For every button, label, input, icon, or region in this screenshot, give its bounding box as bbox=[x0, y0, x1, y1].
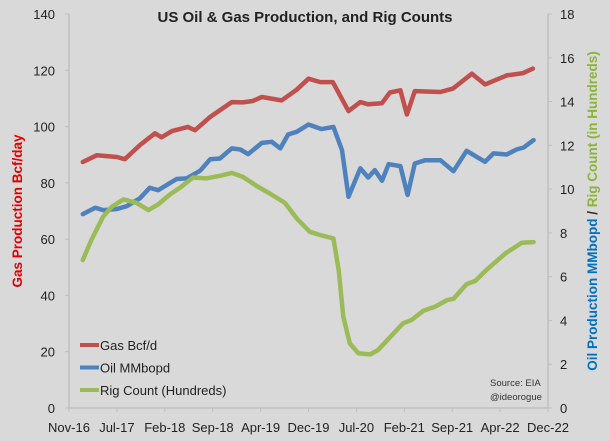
right-tick-label: 8 bbox=[560, 226, 567, 241]
right-tick-label: 10 bbox=[560, 182, 574, 197]
axes: 0 20 40 60 80 100 120 140 0 2 4 6 8 10 12 14 16 18 Nov-16 J… bbox=[33, 7, 574, 435]
left-tick-label: 60 bbox=[41, 232, 55, 247]
x-tick-label: Feb-21 bbox=[384, 420, 425, 435]
x-tick-label: Apr-19 bbox=[241, 420, 280, 435]
series-lines bbox=[80, 66, 536, 357]
right-tick-label: 6 bbox=[560, 270, 567, 285]
left-tick-label: 140 bbox=[33, 7, 55, 22]
x-tick-label: Sep-21 bbox=[431, 420, 473, 435]
author-annotation: @ideorogue bbox=[490, 392, 542, 403]
series-line-gas-bcf-d bbox=[80, 66, 536, 165]
x-tick-label: Dec-19 bbox=[288, 420, 330, 435]
right-tick-label: 4 bbox=[560, 313, 567, 328]
left-axis-label: Gas Production Bcf/day bbox=[10, 134, 25, 288]
right-tick-label: 16 bbox=[560, 51, 574, 66]
left-tick-label: 80 bbox=[41, 176, 55, 191]
legend: Gas Bcf/d Oil MMbopd Rig Count (Hundreds) bbox=[80, 338, 226, 398]
legend-label: Gas Bcf/d bbox=[100, 338, 157, 353]
series-line-rig-count-hundreds bbox=[80, 170, 536, 357]
x-tick-label: Jul-17 bbox=[99, 420, 134, 435]
legend-label: Rig Count (Hundreds) bbox=[100, 383, 226, 398]
source-annotation: Source: EIA bbox=[490, 378, 541, 389]
x-tick-label: Jul-20 bbox=[339, 420, 374, 435]
right-tick-label: 14 bbox=[560, 95, 574, 110]
right-tick-label: 18 bbox=[560, 7, 574, 22]
chart-title: US Oil & Gas Production, and Rig Counts bbox=[157, 9, 452, 26]
left-tick-label: 100 bbox=[33, 120, 55, 135]
x-tick-label: Nov-16 bbox=[48, 420, 90, 435]
right-tick-label: 0 bbox=[560, 401, 567, 416]
right-axis-label: Oil Production MMbopd / Rig Count (in Hu… bbox=[585, 51, 600, 370]
left-tick-label: 120 bbox=[33, 63, 55, 78]
right-tick-label: 2 bbox=[560, 357, 567, 372]
right-axis-label-rig: Rig Count (in Hundreds) bbox=[585, 51, 600, 207]
right-tick-label: 12 bbox=[560, 138, 574, 153]
x-tick-label: Feb-18 bbox=[144, 420, 185, 435]
x-tick-label: Apr-22 bbox=[481, 420, 520, 435]
right-axis-label-oil: Oil Production MMbopd bbox=[585, 219, 600, 371]
left-tick-label: 0 bbox=[48, 401, 55, 416]
series-line-oil-mmbopd bbox=[80, 122, 536, 217]
x-tick-label: Dec-22 bbox=[527, 420, 569, 435]
left-tick-label: 20 bbox=[41, 345, 55, 360]
left-tick-label: 40 bbox=[41, 288, 55, 303]
right-axis-label-sep: / bbox=[585, 207, 600, 218]
legend-label: Oil MMbopd bbox=[100, 361, 170, 376]
x-tick-label: Sep-18 bbox=[192, 420, 234, 435]
